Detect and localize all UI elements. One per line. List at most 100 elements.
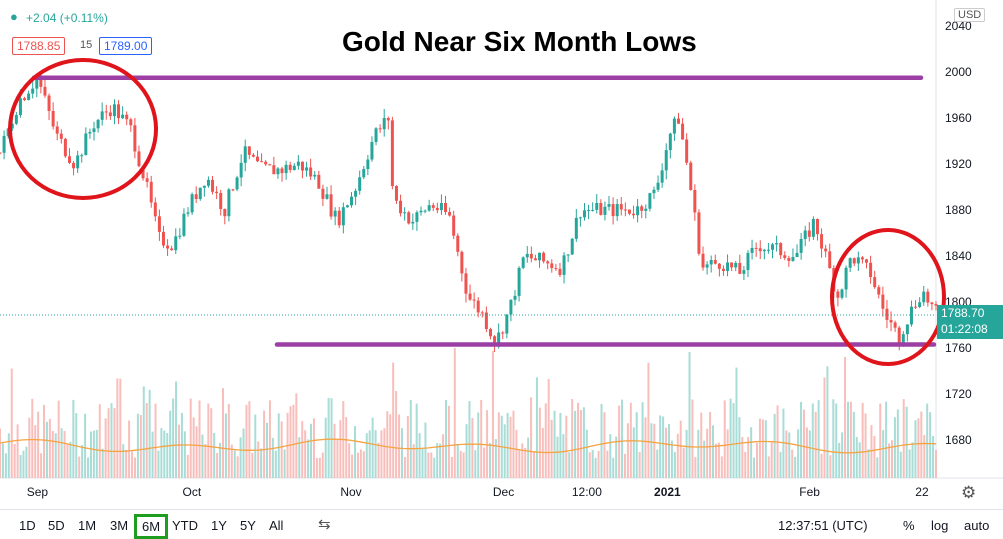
volume-bar [374, 430, 377, 478]
goto-date-icon[interactable]: ⇆ [318, 516, 331, 533]
volume-bar [744, 451, 747, 478]
candle-body [272, 165, 276, 175]
volume-bar [172, 398, 175, 478]
candle-body [775, 243, 779, 245]
candle-body [905, 324, 909, 335]
volume-bar [60, 428, 63, 478]
candle-body [317, 174, 321, 189]
candle-body [464, 273, 468, 294]
range-5y[interactable]: 5Y [240, 518, 256, 533]
candle-body [533, 258, 537, 261]
volume-bar [266, 422, 269, 478]
volume-bar [210, 408, 213, 478]
candle-body [309, 167, 313, 177]
range-all[interactable]: All [269, 518, 284, 533]
clock-time[interactable]: 12:37:51 (UTC) [778, 518, 868, 533]
volume-bar [336, 439, 339, 478]
candle-body [390, 120, 394, 186]
volume-bar [7, 433, 10, 478]
candle-body [742, 270, 746, 274]
volume-bar [929, 412, 932, 478]
volume-bar [359, 449, 362, 478]
candle-body [873, 277, 877, 288]
volume-bar [318, 457, 321, 478]
candle-body [521, 257, 525, 268]
volume-bar [829, 455, 832, 478]
range-5d[interactable]: 5D [48, 518, 65, 533]
volume-bar [377, 442, 380, 478]
volume-bar [78, 456, 81, 478]
candle-body [452, 215, 456, 236]
range-1m[interactable]: 1M [78, 518, 97, 533]
volume-bar [908, 449, 911, 478]
candle-body [235, 177, 239, 190]
candle-body [325, 194, 329, 199]
range-ytd[interactable]: YTD [172, 518, 198, 533]
candle-body [166, 245, 170, 249]
volume-bar [556, 436, 559, 478]
candle-body [578, 217, 582, 219]
volume-bar [110, 403, 113, 478]
candle-body [550, 263, 554, 269]
eye-icon[interactable]: ● [10, 9, 18, 24]
bid-box[interactable]: 1788.85 [12, 37, 66, 55]
log-toggle[interactable]: log [931, 518, 949, 533]
volume-bar [142, 386, 145, 478]
volume-bar [808, 430, 811, 478]
volume-bar [298, 437, 301, 478]
volume-bar [685, 429, 688, 478]
candle-body [288, 164, 292, 170]
volume-bar [923, 434, 926, 478]
volume-bar [324, 417, 327, 478]
volume-bar [304, 430, 307, 478]
candle-body [828, 251, 832, 269]
volume-bar [659, 415, 662, 478]
volume-bar [714, 443, 717, 478]
volume-bar [820, 453, 823, 478]
volume-bar [439, 443, 442, 478]
candle-body [844, 267, 848, 290]
volume-bar [582, 407, 585, 478]
volume-bar [726, 429, 729, 478]
volume-bar [254, 414, 257, 478]
volume-bar [251, 452, 254, 478]
ask-box[interactable]: 1789.00 [99, 37, 153, 55]
settings-gear-icon[interactable]: ⚙ [961, 483, 977, 502]
auto-toggle[interactable]: auto [964, 518, 990, 533]
range-3m[interactable]: 3M [110, 518, 129, 533]
volume-bar [741, 437, 744, 478]
candle-body [779, 243, 783, 256]
candle-body [382, 118, 386, 130]
candle-body [435, 207, 439, 211]
candle-body [836, 291, 840, 298]
volume-bar [351, 454, 354, 478]
volume-bar [709, 411, 712, 478]
candle-body [419, 210, 423, 213]
volume-bar [418, 433, 421, 478]
range-6m[interactable]: 6M [134, 514, 169, 539]
volume-bar [594, 457, 597, 478]
candle-body [734, 262, 738, 268]
candle-body [194, 194, 198, 200]
range-1d[interactable]: 1D [19, 518, 36, 533]
volume-bar [688, 352, 691, 478]
candle-body [599, 202, 603, 215]
range-1y[interactable]: 1Y [211, 518, 227, 533]
candle-body [170, 248, 174, 251]
candle-body [930, 302, 934, 305]
y-tick-label: 1720 [945, 387, 972, 401]
candle-body [157, 216, 161, 232]
candle-body [178, 235, 182, 237]
candle-body [546, 261, 550, 264]
volume-bar [650, 423, 653, 478]
volume-bar [550, 419, 553, 478]
x-tick-label: Dec [493, 485, 514, 499]
candle-body [558, 268, 562, 275]
candle-body [370, 141, 374, 160]
percent-toggle[interactable]: % [903, 518, 915, 533]
volume-bar [785, 430, 788, 478]
y-tick-label: 1960 [945, 111, 972, 125]
volume-bar [257, 441, 260, 478]
candle-body [59, 133, 63, 139]
